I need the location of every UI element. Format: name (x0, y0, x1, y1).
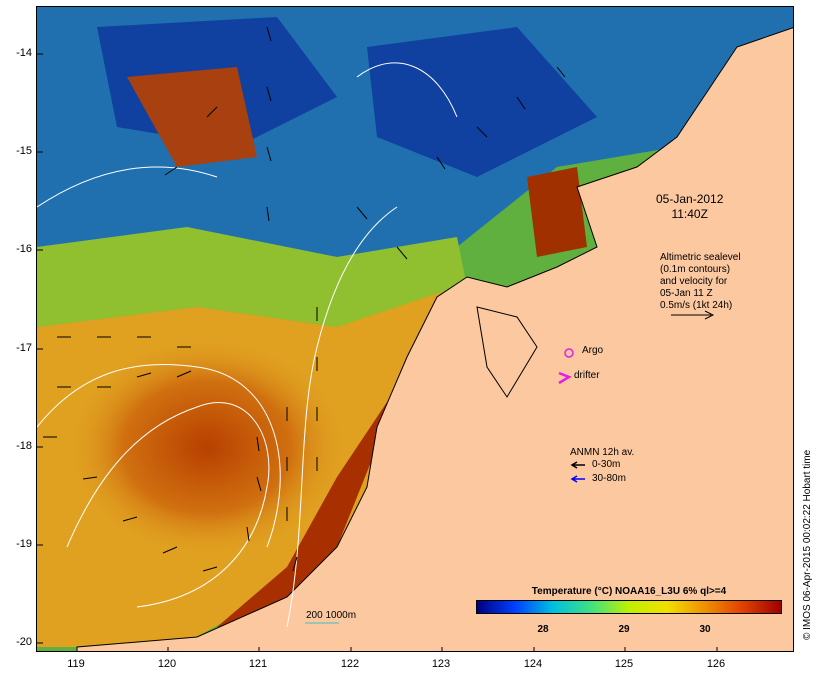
anmn-deep-label: 30-80m (592, 473, 626, 484)
argo-label: Argo (582, 345, 604, 356)
date-stamp: 05-Jan-2012 11:40Z (656, 192, 723, 222)
lon-label: 122 (340, 658, 360, 670)
altimetry-line: and velocity for (660, 276, 728, 287)
peninsula (476, 306, 538, 398)
colorbar-tick: 28 (537, 624, 549, 635)
lat-label: -19 (16, 538, 32, 550)
velocity-arrows (43, 26, 566, 572)
warm-coastal-strip (217, 277, 467, 647)
lon-label: 121 (248, 658, 268, 670)
lat-label: -15 (16, 145, 32, 157)
lon-label: 119 (67, 658, 85, 670)
lon-label: 126 (706, 658, 726, 670)
lat-label: -17 (16, 342, 32, 354)
anmn-deep-arrow (570, 475, 585, 483)
anmn-title: ANMN 12h av. (570, 447, 635, 458)
sst-map (37, 7, 793, 651)
lat-label: -18 (16, 440, 32, 452)
scale-label: 200 1000m (306, 610, 357, 621)
land-mass (76, 27, 793, 651)
colorbar-tick: 29 (618, 624, 630, 635)
legend-velocity-arrow (671, 310, 715, 320)
lat-label: -16 (16, 243, 32, 255)
colorbar-tick: 30 (699, 624, 711, 635)
altimetry-line: 05-Jan 11 Z (660, 288, 713, 299)
warm-eddy (67, 337, 347, 557)
altimetry-line: 0.5m/s (1kt 24h) (660, 300, 733, 311)
credit-text: © IMOS 06-Apr-2015 00:02:22 Hobart time (802, 449, 813, 640)
drifter-marker (558, 371, 572, 385)
mid-water-band (37, 227, 467, 327)
map-frame[interactable] (36, 6, 794, 652)
date-line: 05-Jan-2012 (656, 192, 724, 206)
lon-label: 123 (431, 658, 451, 670)
lon-label: 125 (614, 658, 634, 670)
axis-ticks (37, 53, 718, 651)
drifter-label: drifter (574, 370, 600, 381)
colorbar-title: Temperature (°C) NOAA16_L3U 6% ql>=4 (531, 586, 727, 597)
lon-label: 124 (523, 658, 543, 670)
lat-label: -20 (16, 636, 32, 648)
warm-patch-north (127, 67, 257, 167)
time-line: 11:40Z (671, 207, 708, 221)
colorbar (476, 600, 782, 614)
altimetry-line: (0.1m contours) (660, 264, 731, 275)
argo-marker (564, 348, 574, 358)
sealevel-contours (37, 62, 458, 628)
altimetry-line: Altimetric sealevel (660, 252, 741, 263)
lon-label: 120 (157, 658, 177, 670)
anmn-shallow-arrow (570, 461, 585, 469)
warm-patch-ne (527, 167, 587, 257)
lat-label: -14 (16, 47, 32, 59)
altimetry-legend: Altimetric sealevel (0.1m contours) and … (660, 252, 741, 312)
anmn-shallow-label: 0-30m (592, 459, 621, 470)
